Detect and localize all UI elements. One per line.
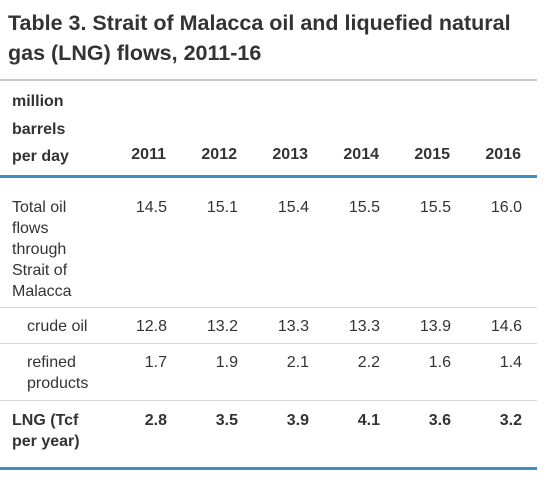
unit-header-line: barrels [12, 120, 66, 138]
table-cell: 3.2 [499, 412, 522, 429]
table-cell: 14.6 [490, 318, 522, 335]
row-label-crude-oil: crude oil [27, 316, 127, 337]
label-line: crude oil [27, 318, 88, 335]
label-line: refined [27, 354, 76, 371]
table-cell: 2.2 [357, 354, 380, 371]
table-cell: 1.9 [215, 354, 238, 371]
row-divider [0, 400, 537, 401]
table-cell: 13.3 [277, 318, 309, 335]
table-title: Table 3. Strait of Malacca oil and lique… [8, 11, 511, 65]
table-bottom-border [0, 467, 537, 470]
row-label-refined-products: refined products [27, 352, 127, 394]
table-cell: 15.4 [277, 199, 309, 216]
table-cell: 13.9 [419, 318, 451, 335]
row-divider [0, 343, 537, 344]
header-divider [0, 175, 537, 178]
year-header-2013: 2013 [272, 146, 308, 163]
table-cell: 4.1 [357, 412, 380, 429]
row-divider [0, 307, 537, 308]
label-line: through [12, 241, 67, 258]
table-cell: 1.6 [428, 354, 451, 371]
label-line: Total oil [12, 199, 67, 216]
table-cell: 13.3 [348, 318, 380, 335]
label-line: Strait of [12, 262, 68, 279]
row-label-total-oil: Total oil flows through Strait of Malacc… [12, 197, 122, 302]
table-cell: 13.2 [206, 318, 238, 335]
table-cell: 3.5 [215, 412, 238, 429]
table-cell: 15.5 [419, 199, 451, 216]
table-cell: 3.6 [428, 412, 451, 429]
year-header-2015: 2015 [414, 146, 450, 163]
label-line: flows [12, 220, 49, 237]
table-cell: 1.4 [499, 354, 522, 371]
table-cell: 1.7 [144, 354, 167, 371]
label-line: Malacca [12, 283, 72, 300]
unit-header-line: million [12, 93, 64, 110]
table-cell: 12.8 [135, 318, 167, 335]
label-line: products [27, 375, 89, 392]
year-header-2012: 2012 [201, 146, 237, 163]
table-cell: 2.1 [286, 354, 309, 371]
table-cell: 14.5 [135, 199, 167, 216]
row-label-lng: LNG (Tcf per year) [12, 410, 122, 452]
label-line: LNG (Tcf [12, 412, 79, 429]
unit-column-header: million barrels per day [12, 88, 112, 171]
unit-header-line: per day [12, 148, 69, 165]
table-cell: 15.5 [348, 199, 380, 216]
table-cell: 16.0 [490, 199, 522, 216]
table-cell: 15.1 [206, 199, 238, 216]
table-cell: 2.8 [144, 412, 167, 429]
year-header-2016: 2016 [485, 146, 521, 163]
table-cell: 3.9 [286, 412, 309, 429]
year-header-2011: 2011 [131, 146, 166, 163]
title-divider [0, 79, 537, 81]
year-header-2014: 2014 [343, 146, 379, 163]
label-line: per year) [12, 433, 80, 450]
